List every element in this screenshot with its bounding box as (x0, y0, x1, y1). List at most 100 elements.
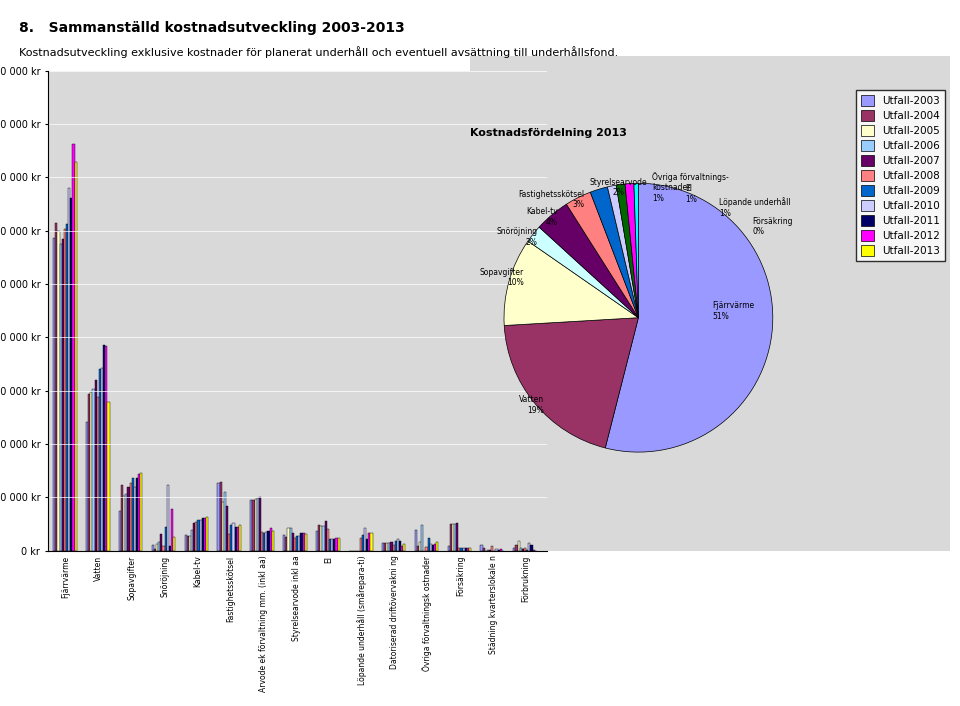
Bar (189, 537, 191, 551)
Bar (123, 496, 125, 551)
Bar (202, 518, 204, 551)
Bar (447, 546, 449, 551)
Bar (272, 531, 274, 551)
Bar (162, 546, 164, 551)
Bar (101, 369, 103, 551)
Bar (401, 546, 403, 551)
Bar (369, 533, 371, 551)
Bar (251, 500, 252, 551)
Bar (430, 544, 432, 551)
Bar (514, 549, 516, 551)
Bar (88, 394, 90, 551)
Bar (421, 525, 423, 551)
Bar (449, 524, 452, 551)
Bar (292, 532, 294, 551)
Bar (452, 524, 454, 551)
Bar (384, 543, 386, 551)
Bar (480, 545, 483, 551)
Bar (425, 547, 427, 551)
Bar (360, 539, 362, 551)
Bar (329, 539, 331, 551)
Bar (393, 545, 395, 551)
Bar (415, 530, 417, 551)
Bar (516, 544, 517, 551)
Bar (164, 527, 167, 551)
Wedge shape (540, 204, 638, 318)
Bar (285, 537, 287, 551)
Bar (167, 485, 169, 551)
Bar (125, 493, 128, 551)
Bar (70, 198, 72, 551)
Bar (299, 536, 300, 551)
Bar (522, 549, 524, 551)
Bar (63, 229, 66, 551)
Bar (158, 542, 160, 551)
Bar (72, 144, 75, 551)
Bar (228, 534, 230, 551)
Bar (256, 498, 259, 551)
Bar (239, 525, 241, 551)
Bar (432, 544, 434, 551)
Bar (395, 541, 396, 551)
Text: Kostnadsutveckling exklusive kostnader för planerat underhåll och eventuell avsä: Kostnadsutveckling exklusive kostnader f… (19, 46, 618, 58)
Text: Fastighetsskötsel
3%: Fastighetsskötsel 3% (518, 190, 585, 209)
Bar (169, 546, 171, 551)
Wedge shape (528, 227, 638, 318)
Bar (270, 528, 272, 551)
Bar (324, 521, 326, 551)
Bar (326, 530, 329, 551)
Text: Styrelsearvode
2%: Styrelsearvode 2% (589, 178, 647, 197)
Bar (500, 549, 502, 551)
Bar (487, 549, 489, 551)
Text: Försäkring
0%: Försäkring 0% (753, 217, 793, 236)
Bar (193, 523, 195, 551)
Bar (403, 544, 405, 551)
Bar (290, 527, 292, 551)
Bar (60, 244, 61, 551)
Bar (86, 421, 88, 551)
Wedge shape (590, 187, 638, 318)
Text: Sopavgifter
10%: Sopavgifter 10% (480, 268, 524, 287)
Bar (220, 482, 222, 551)
Bar (519, 549, 522, 551)
Bar (268, 531, 270, 551)
Bar (138, 474, 140, 551)
Bar (173, 537, 176, 551)
Wedge shape (616, 184, 638, 318)
Bar (302, 533, 304, 551)
Bar (524, 548, 526, 551)
Bar (333, 539, 335, 551)
Bar (362, 535, 364, 551)
Bar (136, 478, 138, 551)
Bar (463, 548, 465, 551)
Bar (434, 544, 436, 551)
Bar (53, 239, 56, 551)
Bar (454, 524, 456, 551)
Text: Löpande underhåll
1%: Löpande underhåll 1% (719, 198, 791, 217)
Bar (222, 502, 224, 551)
Bar (304, 534, 307, 551)
Bar (206, 517, 208, 551)
Bar (294, 538, 296, 551)
Text: Snöröjning
2%: Snöröjning 2% (496, 227, 538, 247)
Bar (419, 542, 421, 551)
Wedge shape (504, 241, 638, 325)
Bar (316, 530, 318, 551)
Bar (217, 484, 220, 551)
Bar (492, 546, 493, 551)
Bar (160, 534, 162, 551)
Bar (252, 500, 254, 551)
Bar (399, 541, 401, 551)
Bar (517, 541, 519, 551)
Bar (533, 550, 535, 551)
Bar (90, 393, 92, 551)
Bar (119, 511, 121, 551)
Wedge shape (566, 192, 638, 318)
Bar (318, 525, 321, 551)
Bar (321, 526, 323, 551)
Bar (58, 231, 60, 551)
Wedge shape (608, 185, 638, 318)
Bar (226, 506, 228, 551)
Bar (436, 542, 439, 551)
Bar (371, 532, 372, 551)
